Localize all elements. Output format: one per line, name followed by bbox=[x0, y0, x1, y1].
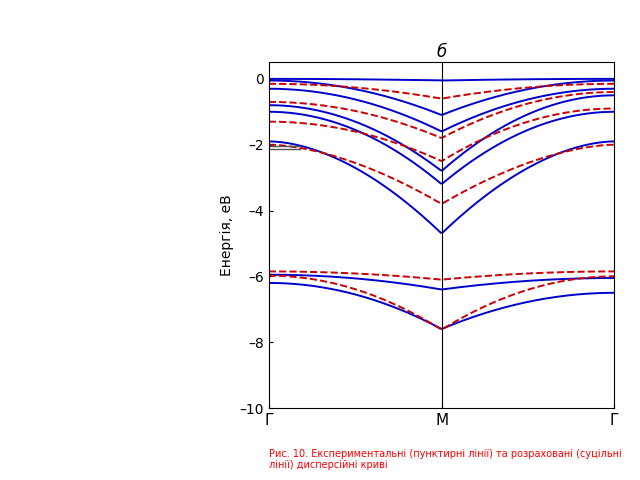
Title: б: б bbox=[436, 43, 447, 61]
Y-axis label: Енергія, еВ: Енергія, еВ bbox=[220, 194, 234, 276]
Text: Рис. 10. Експериментальні (пунктирні лінії) та розраховані (суцільні лінії) дисп: Рис. 10. Експериментальні (пунктирні лін… bbox=[269, 449, 621, 470]
